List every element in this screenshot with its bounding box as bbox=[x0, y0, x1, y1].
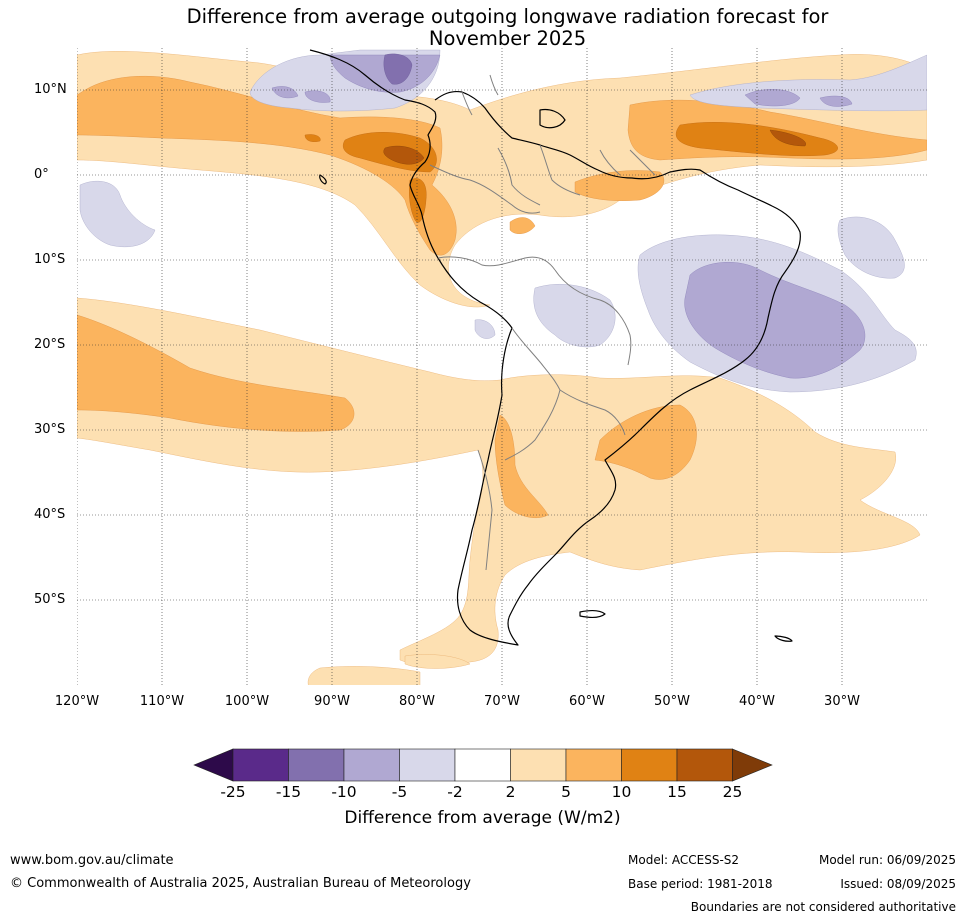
colorbar-tick: 25 bbox=[722, 783, 743, 801]
lon-label-70w: 70°W bbox=[484, 694, 520, 709]
graticule bbox=[77, 48, 927, 685]
colorbar-swatch bbox=[343, 748, 400, 782]
anomaly-neg5-to-neg10-regions bbox=[271, 54, 866, 379]
copyright-text: © Commonwealth of Australia 2025, Austra… bbox=[10, 876, 471, 891]
colorbar-tick: 15 bbox=[667, 783, 687, 801]
colorbar-tick: -25 bbox=[220, 783, 246, 801]
colorbar-tick: 5 bbox=[561, 783, 571, 801]
website-link[interactable]: www.bom.gov.au/climate bbox=[10, 853, 174, 868]
colorbar-swatch bbox=[454, 748, 511, 782]
anomaly-neg10-to-neg15-regions bbox=[383, 53, 413, 85]
map-title-line2: November 2025 bbox=[428, 27, 587, 50]
model-run-text: Model run: 06/09/2025 bbox=[818, 853, 956, 867]
colorbar-tick: -10 bbox=[331, 783, 357, 801]
colorbar-tick: -2 bbox=[447, 783, 463, 801]
lat-label-10s: 10°S bbox=[34, 252, 66, 267]
boundaries-disclaimer: Boundaries are not considered authoritat… bbox=[690, 900, 956, 914]
lat-label-0: 0° bbox=[34, 167, 49, 182]
colorbar-swatch bbox=[621, 748, 678, 782]
colorbar-tick: 10 bbox=[611, 783, 632, 801]
lon-label-120w: 120°W bbox=[54, 694, 100, 709]
lat-label-30s: 30°S bbox=[34, 422, 66, 437]
model-text: Model: ACCESS-S2 bbox=[628, 853, 740, 867]
map-title-line1: Difference from average outgoing longwav… bbox=[186, 5, 829, 28]
lon-label-50w: 50°W bbox=[654, 694, 690, 709]
colorbar-tick: 2 bbox=[505, 783, 516, 801]
colorbar-swatch bbox=[399, 748, 456, 782]
colorbar-swatch bbox=[565, 748, 622, 782]
lat-label-20s: 20°S bbox=[34, 337, 66, 352]
colorbar-tick: -15 bbox=[275, 783, 302, 801]
lon-label-40w: 40°W bbox=[739, 694, 775, 709]
lat-label-40s: 40°S bbox=[34, 507, 66, 522]
colorbar-extend-low bbox=[193, 748, 234, 782]
lat-label-50s: 50°S bbox=[34, 592, 66, 607]
base-period-text: Base period: 1981-2018 bbox=[628, 877, 773, 891]
colorbar-swatch bbox=[232, 748, 289, 782]
lon-label-100w: 100°W bbox=[224, 694, 270, 709]
colorbar-extend-high bbox=[732, 748, 773, 782]
lon-label-90w: 90°W bbox=[314, 694, 350, 709]
issued-text: Issued: 08/09/2025 bbox=[840, 877, 956, 891]
lat-label-10n: 10°N bbox=[34, 82, 67, 97]
coastlines bbox=[309, 49, 801, 646]
anomaly-15-to-25-regions bbox=[383, 129, 806, 165]
lon-label-110w: 110°W bbox=[139, 694, 185, 709]
colorbar-swatch bbox=[676, 748, 733, 782]
colorbar-swatch bbox=[510, 748, 567, 782]
country-borders bbox=[429, 74, 656, 571]
lon-label-30w: 30°W bbox=[824, 694, 860, 709]
lon-label-80w: 80°W bbox=[399, 694, 435, 709]
lon-label-60w: 60°W bbox=[569, 694, 605, 709]
colorbar-tick: -5 bbox=[391, 783, 408, 801]
colorbar-swatch bbox=[288, 748, 345, 782]
colorbar-label: Difference from average (W/m2) bbox=[344, 808, 621, 828]
